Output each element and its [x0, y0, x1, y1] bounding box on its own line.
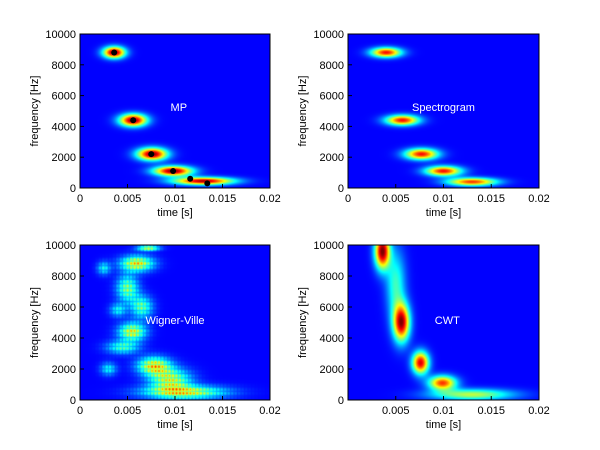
heatmap-1: [348, 34, 539, 188]
xtick-label: 0.01: [164, 405, 185, 417]
ytick-label: 10000: [313, 240, 344, 252]
ytick-label: 0: [338, 183, 344, 195]
ytick-label: 6000: [320, 91, 344, 103]
ytick-label: 8000: [320, 60, 344, 72]
panel-0: 0 0.005 0.01 0.015 0.02 0 2000 4000 6000 8000 1000…: [29, 29, 281, 219]
marker-0-1: [130, 117, 137, 124]
y-axis-label: frequency [Hz]: [29, 287, 41, 358]
x-axis-label: time [s]: [426, 207, 461, 219]
ytick-label: 10000: [45, 240, 76, 252]
xtick-label: 0.015: [477, 405, 505, 417]
xtick-label: 0.02: [528, 193, 549, 205]
heatmap-2: [80, 245, 270, 400]
ytick-label: 2000: [52, 152, 76, 164]
marker-0-0: [111, 49, 118, 56]
heatmap-3: [348, 245, 539, 400]
xtick-label: 0.02: [259, 193, 280, 205]
ytick-label: 8000: [320, 271, 344, 283]
xtick-label: 0.015: [209, 405, 237, 417]
y-axis-label: frequency [Hz]: [29, 76, 41, 147]
ytick-label: 4000: [320, 121, 344, 133]
xtick-label: 0.005: [382, 193, 410, 205]
xtick-label: 0.015: [477, 193, 505, 205]
panel-1: 0 0.005 0.01 0.015 0.02 0 2000 4000 6000 8000 1000…: [297, 29, 550, 219]
heatmap-0: [80, 34, 270, 188]
xtick-label: 0: [345, 193, 351, 205]
x-axis-label: time [s]: [157, 419, 192, 431]
ytick-label: 6000: [52, 91, 76, 103]
ytick-label: 6000: [52, 302, 76, 314]
marker-0-4: [187, 175, 194, 182]
xtick-label: 0.005: [114, 193, 142, 205]
ytick-label: 0: [70, 395, 76, 407]
xtick-label: 0.01: [433, 193, 454, 205]
ytick-label: 10000: [313, 29, 344, 41]
ytick-label: 10000: [45, 29, 76, 41]
xtick-label: 0.005: [382, 405, 410, 417]
marker-0-2: [148, 151, 155, 158]
xtick-label: 0.02: [259, 405, 280, 417]
ytick-label: 4000: [320, 333, 344, 345]
ytick-label: 0: [338, 395, 344, 407]
xtick-label: 0.01: [164, 193, 185, 205]
xtick-label: 0.02: [528, 405, 549, 417]
ytick-label: 0: [70, 183, 76, 195]
ytick-label: 2000: [320, 152, 344, 164]
panel-title: MP: [171, 102, 188, 114]
marker-0-3: [170, 168, 177, 175]
xtick-label: 0.005: [114, 405, 142, 417]
panel-2: 0 0.005 0.01 0.015 0.02 0 2000 4000 6000 8000 1000…: [29, 240, 281, 431]
ytick-label: 8000: [52, 60, 76, 72]
xtick-label: 0: [77, 405, 83, 417]
x-axis-label: time [s]: [426, 419, 461, 431]
xtick-label: 0: [77, 193, 83, 205]
ytick-label: 6000: [320, 302, 344, 314]
y-axis-label: frequency [Hz]: [297, 76, 309, 147]
panel-title: Spectrogram: [412, 102, 475, 114]
ytick-label: 2000: [52, 364, 76, 376]
ytick-label: 8000: [52, 271, 76, 283]
y-axis-label: frequency [Hz]: [297, 287, 309, 358]
panel-title: CWT: [435, 315, 460, 327]
panel-title: Wigner-Ville: [145, 315, 204, 327]
xtick-label: 0.01: [433, 405, 454, 417]
panel-3: 0.005 0.01 0.015 0.02 0 2000 4000 6000 8000 10000…: [297, 240, 550, 431]
marker-0-5: [204, 180, 211, 187]
ytick-label: 2000: [320, 364, 344, 376]
ytick-label: 4000: [52, 333, 76, 345]
x-axis-label: time [s]: [157, 207, 192, 219]
ytick-label: 4000: [52, 121, 76, 133]
xtick-label: 0.015: [209, 193, 237, 205]
